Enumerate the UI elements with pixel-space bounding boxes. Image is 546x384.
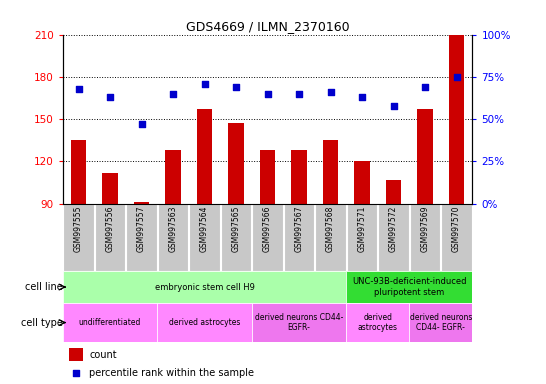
Point: [326, 89, 335, 95]
Bar: [165, 150, 181, 204]
Text: derived neurons CD44-
EGFR-: derived neurons CD44- EGFR-: [255, 313, 343, 332]
Text: derived
astrocytes: derived astrocytes: [358, 313, 398, 332]
Bar: [291, 150, 307, 204]
Text: GSM997572: GSM997572: [389, 205, 398, 252]
Text: embryonic stem cell H9: embryonic stem cell H9: [155, 283, 254, 291]
Bar: [102, 172, 118, 204]
Bar: [63, 303, 157, 342]
Bar: [346, 303, 410, 342]
Bar: [410, 303, 472, 342]
Point: [358, 94, 366, 100]
Bar: [449, 35, 465, 204]
Text: GSM997556: GSM997556: [105, 205, 115, 252]
Bar: [378, 204, 408, 271]
Bar: [441, 204, 472, 271]
Point: [389, 103, 398, 109]
Bar: [323, 140, 339, 204]
Text: GSM997565: GSM997565: [232, 205, 241, 252]
Point: [232, 84, 240, 90]
Bar: [63, 271, 346, 303]
Bar: [385, 180, 401, 204]
Bar: [69, 348, 83, 361]
Text: GSM997569: GSM997569: [420, 205, 430, 252]
Bar: [228, 123, 244, 204]
Text: cell line: cell line: [25, 282, 63, 292]
Text: percentile rank within the sample: percentile rank within the sample: [90, 367, 254, 377]
Point: [200, 81, 209, 87]
Point: [74, 86, 83, 92]
Text: GSM997566: GSM997566: [263, 205, 272, 252]
Bar: [134, 202, 150, 204]
Bar: [157, 303, 252, 342]
Point: [169, 91, 177, 97]
Bar: [354, 161, 370, 204]
Point: [295, 91, 304, 97]
Text: GSM997568: GSM997568: [326, 205, 335, 252]
Bar: [316, 204, 346, 271]
Text: GSM997567: GSM997567: [294, 205, 304, 252]
Point: [137, 121, 146, 127]
Bar: [260, 150, 275, 204]
Bar: [70, 140, 86, 204]
Bar: [221, 204, 251, 271]
Text: derived neurons
CD44- EGFR-: derived neurons CD44- EGFR-: [410, 313, 472, 332]
Bar: [410, 204, 440, 271]
Bar: [346, 271, 472, 303]
Point: [420, 84, 429, 90]
Bar: [95, 204, 125, 271]
Text: GSM997557: GSM997557: [137, 205, 146, 252]
Text: GSM997571: GSM997571: [358, 205, 366, 252]
Bar: [189, 204, 219, 271]
Text: GSM997564: GSM997564: [200, 205, 209, 252]
Bar: [347, 204, 377, 271]
Bar: [417, 109, 433, 204]
Text: derived astrocytes: derived astrocytes: [169, 318, 240, 327]
Text: GSM997570: GSM997570: [452, 205, 461, 252]
Bar: [63, 204, 94, 271]
Text: undifferentiated: undifferentiated: [79, 318, 141, 327]
Bar: [127, 204, 157, 271]
Bar: [197, 109, 212, 204]
Bar: [252, 204, 283, 271]
Text: GSM997555: GSM997555: [74, 205, 83, 252]
Text: UNC-93B-deficient-induced
pluripotent stem: UNC-93B-deficient-induced pluripotent st…: [352, 277, 466, 297]
Bar: [284, 204, 314, 271]
Title: GDS4669 / ILMN_2370160: GDS4669 / ILMN_2370160: [186, 20, 349, 33]
Point: [106, 94, 115, 100]
Point: [263, 91, 272, 97]
Text: count: count: [90, 349, 117, 359]
Point: [72, 369, 80, 376]
Text: cell type: cell type: [21, 318, 63, 328]
Text: GSM997563: GSM997563: [169, 205, 177, 252]
Bar: [252, 303, 346, 342]
Point: [452, 74, 461, 80]
Bar: [158, 204, 188, 271]
